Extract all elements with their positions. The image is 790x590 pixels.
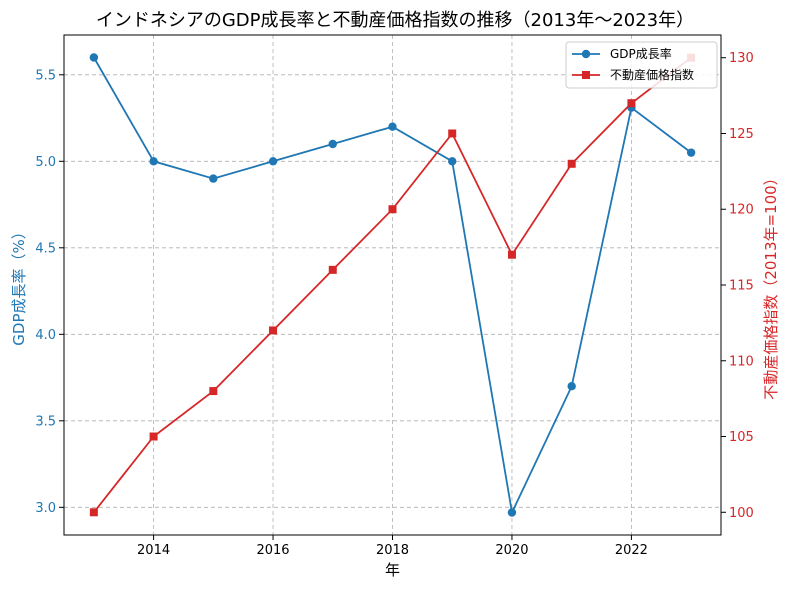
plot-frame <box>63 34 722 536</box>
right-tick-label: 110 <box>729 354 754 369</box>
legend-marker <box>582 71 590 79</box>
left-tick-label: 4.0 <box>35 328 56 343</box>
right-tick-label: 130 <box>729 51 754 66</box>
index-point <box>388 205 397 214</box>
index-point <box>89 508 98 517</box>
gdp-point <box>507 508 517 517</box>
right-tick-label: 100 <box>729 506 754 521</box>
legend-label: GDP成長率 <box>610 46 672 61</box>
gdp-point <box>268 157 278 166</box>
x-tick-label: 2018 <box>376 543 409 558</box>
right-tick-label: 105 <box>729 430 754 445</box>
index-point <box>209 387 218 396</box>
legend-label: 不動産価格指数 <box>610 67 694 82</box>
x-tick-label: 2014 <box>137 543 170 558</box>
grid <box>64 35 721 535</box>
gdp-point <box>388 122 397 131</box>
right-axis-label: 不動産価格指数（2013年=100） <box>762 170 780 399</box>
right-tick-label: 120 <box>729 203 754 218</box>
gdp-point <box>209 174 218 183</box>
axes: 2014 2016 2018 2020 2022 3.0 3.5 4.0 4.5 5.0 5.5 10… <box>35 51 754 558</box>
left-tick-label: 5.5 <box>35 68 56 83</box>
index-point <box>328 265 337 274</box>
left-tick-label: 3.5 <box>35 414 56 429</box>
right-tick-label: 125 <box>729 127 754 142</box>
x-axis-label: 年 <box>385 561 400 579</box>
index-point <box>448 129 457 138</box>
x-tick-label: 2020 <box>495 543 528 558</box>
series-layer <box>89 53 696 517</box>
gdp-point <box>567 382 576 391</box>
x-tick-label: 2016 <box>256 543 289 558</box>
legend-marker <box>581 49 591 59</box>
gdp-point <box>686 148 696 157</box>
gdp-point <box>448 157 457 166</box>
index-point <box>567 159 576 168</box>
right-tick-label: 115 <box>729 279 754 294</box>
gdp-point <box>149 157 158 166</box>
left-axis-label: GDP成長率（%） <box>10 224 28 345</box>
index-point <box>507 250 516 259</box>
left-tick-label: 5.0 <box>35 155 56 170</box>
chart-title: インドネシアのGDP成長率と不動産価格指数の推移（2013年〜2023年） <box>96 10 694 31</box>
index-point <box>269 326 278 335</box>
legend-box <box>565 41 718 89</box>
gdp-point <box>89 53 99 62</box>
index-point <box>149 432 158 441</box>
gdp-point <box>328 139 337 149</box>
left-tick-label: 3.0 <box>35 501 56 516</box>
left-tick-label: 4.5 <box>35 241 56 256</box>
x-tick-label: 2022 <box>615 543 648 558</box>
index-point <box>627 99 636 108</box>
